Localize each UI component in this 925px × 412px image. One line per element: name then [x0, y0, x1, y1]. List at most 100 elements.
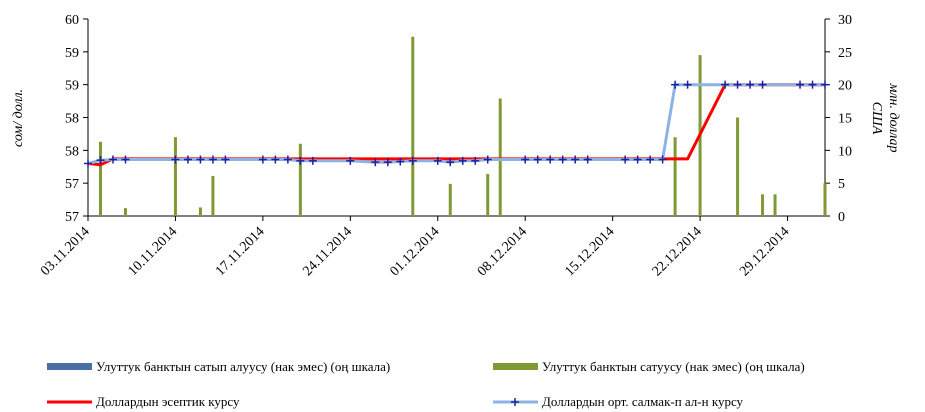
y-right-tick-label: 5: [838, 177, 845, 192]
point-weighted-rate: [458, 156, 467, 165]
y-left-tick-label: 58: [65, 144, 79, 159]
left-axis-ticks: 60 59 59 58 58 57 57: [65, 13, 88, 225]
bar-nb-sales: [173, 137, 177, 216]
bar-nb-sales: [773, 194, 777, 216]
x-tick-label: 29.12.2014: [737, 224, 792, 279]
point-weighted-rate: [583, 155, 592, 164]
point-weighted-rate: [258, 155, 267, 164]
legend-swatch-nb-sales: [493, 363, 538, 370]
point-weighted-rate: [121, 155, 130, 164]
bar-nb-sales: [98, 141, 102, 216]
bar-nb-sales: [198, 207, 202, 216]
point-weighted-rate: [746, 80, 755, 89]
x-tick-label: 08.12.2014: [475, 224, 530, 279]
point-weighted-rate: [433, 156, 442, 165]
point-weighted-rate: [283, 155, 292, 164]
y-left-tick-label: 60: [65, 13, 79, 28]
bar-series: [98, 36, 827, 217]
legend-swatch-nb-purchase: [47, 363, 92, 370]
y-right-tick-label: 15: [838, 112, 852, 127]
point-weighted-rate: [571, 155, 580, 164]
y-right-tick-label: 0: [838, 210, 845, 225]
y-axis-right-label-line1: млн. доллар: [886, 82, 901, 152]
x-axis-ticks: 03.11.2014 10.11.2014 17.11.2014 24.11.2014…: [38, 216, 792, 279]
point-weighted-rate: [671, 80, 680, 89]
y-right-tick-label: 10: [838, 144, 852, 159]
point-weighted-rate: [758, 80, 767, 89]
bar-nb-sales: [736, 117, 740, 216]
legend: Улуттук банктын сатып алуусу (нак эмес) …: [47, 359, 805, 409]
bar-nb-sales: [211, 175, 215, 216]
right-axis-ticks: 30 25 20 15 10 5 0: [825, 13, 852, 225]
point-weighted-rate: [221, 155, 230, 164]
x-tick-label: 15.12.2014: [562, 224, 617, 279]
bar-nb-sales: [448, 183, 452, 216]
legend-label-official-rate: Доллардын эсептик курсу: [96, 394, 240, 409]
x-tick-label: 01.12.2014: [387, 224, 442, 279]
point-weighted-rate: [621, 155, 630, 164]
point-weighted-rate: [821, 80, 829, 89]
line-official-rate: [87, 83, 825, 167]
bar-nb-sales: [411, 36, 415, 217]
plot-frame: [87, 19, 826, 217]
legend-label-weighted-rate: Доллардын орт. салмак-п ал-н курсу: [542, 394, 744, 409]
y-right-tick-label: 30: [838, 13, 852, 28]
point-weighted-rate: [646, 155, 655, 164]
y-axis-left-label: сом/ долл.: [11, 89, 26, 147]
point-weighted-rate: [171, 155, 180, 164]
point-weighted-rate: [546, 155, 555, 164]
point-weighted-rate: [183, 155, 192, 164]
point-weighted-rate: [346, 156, 355, 165]
line-series: [84, 80, 829, 168]
point-weighted-rate: [383, 158, 392, 167]
point-weighted-rate: [533, 155, 542, 164]
x-tick-label: 17.11.2014: [213, 224, 268, 279]
y-left-tick-label: 59: [65, 79, 79, 94]
point-weighted-rate: [396, 157, 405, 166]
point-weighted-rate: [196, 155, 205, 164]
bar-nb-sales: [761, 194, 765, 216]
y-left-tick-label: 59: [65, 46, 79, 61]
legend-label-nb-purchase: Улуттук банктын сатып алуусу (нак эмес) …: [96, 359, 390, 374]
y-right-tick-label: 20: [838, 79, 852, 94]
x-tick-label: 03.11.2014: [38, 224, 93, 279]
y-left-tick-label: 57: [65, 210, 79, 225]
point-weighted-rate: [96, 156, 105, 165]
point-weighted-rate: [483, 155, 492, 164]
bar-nb-sales: [498, 98, 502, 216]
point-weighted-rate: [108, 155, 117, 164]
point-weighted-rate: [296, 156, 305, 165]
point-weighted-rate: [521, 155, 530, 164]
y-left-tick-label: 57: [65, 177, 79, 192]
bar-nb-sales: [486, 173, 490, 216]
x-tick-label: 24.11.2014: [300, 224, 355, 279]
point-weighted-rate: [808, 80, 817, 89]
bar-nb-sales: [123, 208, 127, 216]
point-weighted-rate: [558, 155, 567, 164]
legend-marker-weighted-rate: [511, 398, 519, 406]
x-tick-label: 22.12.2014: [650, 224, 705, 279]
y-axis-right-label-line2: США: [869, 102, 884, 135]
x-tick-label: 10.11.2014: [125, 224, 180, 279]
point-weighted-rate: [271, 155, 280, 164]
point-weighted-rate: [408, 156, 417, 165]
bar-nb-sales: [298, 143, 302, 216]
point-weighted-rate: [721, 80, 730, 89]
point-weighted-rate: [733, 80, 742, 89]
point-weighted-rate: [633, 155, 642, 164]
bar-nb-sales: [673, 137, 677, 216]
point-weighted-rate: [84, 159, 92, 168]
y-left-tick-label: 58: [65, 112, 79, 127]
y-right-tick-label: 25: [838, 46, 852, 61]
point-weighted-rate: [683, 80, 692, 89]
point-weighted-rate: [371, 158, 380, 167]
legend-label-nb-sales: Улуттук банктын сатуусу (нак эмес) (оң ш…: [542, 359, 805, 374]
point-weighted-rate: [308, 156, 317, 165]
point-weighted-rate: [471, 156, 480, 165]
point-weighted-rate: [208, 155, 217, 164]
point-weighted-rate: [658, 155, 667, 164]
bar-nb-sales: [823, 183, 827, 216]
point-weighted-rate: [446, 158, 455, 167]
line-weighted-rate: [87, 83, 825, 165]
